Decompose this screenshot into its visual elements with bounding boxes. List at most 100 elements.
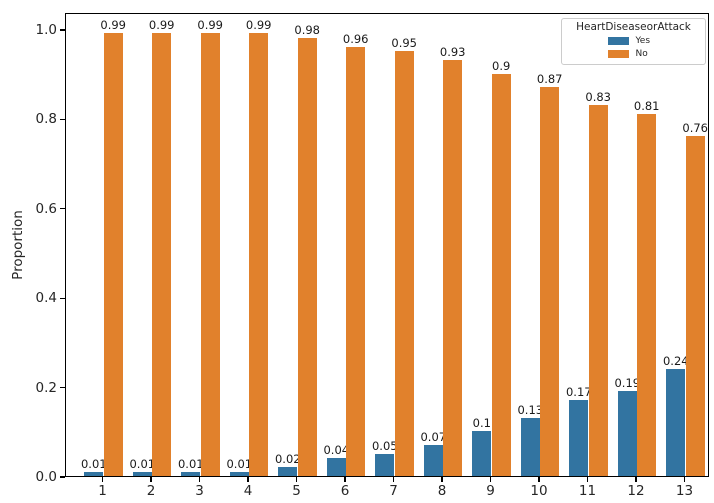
bar-no-9 [491,73,511,476]
axes: 0.01 0.99 0.01 0.99 0.01 0.99 0.01 0.99 0.02 0.98… [65,13,709,477]
bar-value-label: 0.99 [245,18,272,33]
y-tick-mark [60,208,65,210]
x-tick-mark [295,477,298,482]
bar-value-label: 0.1 [472,416,491,431]
y-tick-label: 0.0 [35,469,57,485]
bar-value-label: 0.83 [585,89,611,104]
legend-label-no: No [635,48,648,59]
bar-yes-5 [278,467,298,476]
y-tick-label: 0.4 [35,290,57,307]
bar-yes-9 [472,431,492,476]
bar-yes-4 [229,471,249,476]
bar-no-1 [103,33,123,476]
bar-value-label: 0.01 [80,456,107,471]
bar-value-label: 0.05 [371,438,398,453]
bar-value-label: 0.9 [492,58,511,73]
legend-swatch-no-icon [607,49,629,58]
legend-swatch-yes-icon [607,36,629,45]
bar-value-label: 0.99 [197,18,223,33]
bar-yes-1 [84,471,104,476]
bar-value-label: 0.04 [323,443,350,458]
legend-item-no: No [562,47,705,60]
x-tick-label: 8 [437,483,447,499]
bar-value-label: 0.01 [226,456,253,471]
bar-value-label: 0.02 [274,452,301,467]
bar-no-10 [540,87,560,476]
y-tick-mark [60,29,65,31]
x-tick-label: 7 [389,483,398,499]
x-tick-label: 12 [627,483,645,499]
x-tick-mark [198,477,201,482]
x-tick-mark [247,477,249,482]
legend: HeartDiseaseorAttack Yes No [561,18,706,65]
x-tick-label: 4 [243,483,253,499]
y-tick-label: 0.6 [35,200,57,217]
bar-no-2 [152,33,172,476]
y-tick-label: 1.0 [35,22,57,38]
bar-value-label: 0.96 [342,31,369,46]
bar-no-12 [637,113,657,476]
bar-yes-2 [132,471,152,476]
legend-title: HeartDiseaseorAttack [576,21,691,33]
bar-no-13 [685,136,705,476]
bar-no-5 [297,37,317,476]
bar-yes-3 [181,471,201,476]
x-tick-mark [344,477,346,482]
legend-item-yes: Yes [562,34,705,47]
bar-value-label: 0.93 [439,45,466,60]
bar-no-8 [443,60,463,476]
bar-yes-12 [617,391,637,476]
bar-value-label: 0.17 [565,385,592,399]
x-tick-label: 10 [530,483,548,499]
bar-no-11 [588,105,608,476]
x-tick-label: 13 [675,483,694,499]
bar-value-label: 0.76 [682,121,708,136]
bar-value-label: 0.99 [148,18,175,33]
x-tick-mark [150,477,152,482]
bar-yes-13 [666,368,686,476]
y-tick-label: 0.2 [35,379,57,396]
x-tick-label: 2 [146,483,156,499]
bar-no-3 [200,33,220,476]
x-tick-mark [586,477,589,482]
x-tick-mark [635,477,637,482]
bar-value-label: 0.01 [129,456,156,471]
bar-no-7 [394,51,414,476]
bar-value-label: 0.01 [177,456,204,471]
bar-yes-7 [375,453,395,476]
x-tick-mark [538,477,540,482]
x-tick-mark [101,477,104,482]
bar-value-label: 0.81 [633,98,660,113]
bar-yes-6 [326,458,346,476]
bar-yes-8 [423,444,443,476]
y-tick-mark [60,476,65,478]
y-tick-label: 0.8 [35,111,57,128]
bar-no-4 [249,33,269,476]
y-tick-mark [60,387,65,389]
x-tick-label: 5 [292,483,301,499]
x-tick-label: 6 [340,483,350,499]
x-tick-label: 3 [195,483,204,499]
bar-yes-10 [520,417,540,476]
bar-value-label: 0.99 [100,18,126,33]
bar-yes-11 [569,400,589,476]
bar-value-label: 0.98 [294,22,320,37]
bar-value-label: 0.07 [420,429,447,444]
x-tick-label: 9 [486,483,495,499]
y-tick-mark [60,118,65,121]
x-tick-mark [489,477,492,482]
x-tick-label: 1 [98,483,107,499]
bar-value-label: 0.24 [662,353,689,368]
x-tick-mark [392,477,395,482]
bar-value-label: 0.87 [536,72,563,87]
x-tick-label: 11 [578,483,597,499]
bar-value-label: 0.95 [391,36,417,51]
y-tick-mark [60,297,65,299]
legend-label-yes: Yes [635,35,651,46]
x-tick-mark [683,477,686,482]
y-axis-label: Proportion [10,210,26,280]
bar-value-label: 0.19 [614,376,641,391]
bar-value-label: 0.13 [517,402,544,417]
bar-no-6 [346,46,366,476]
